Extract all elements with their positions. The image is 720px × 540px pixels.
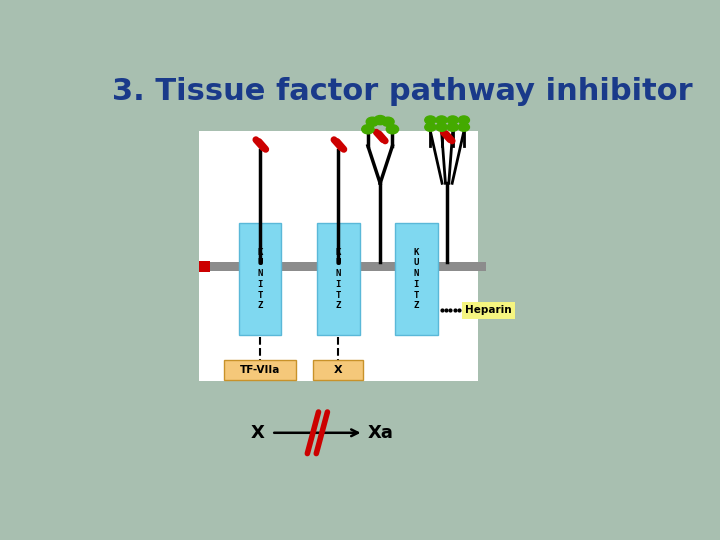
Circle shape (459, 123, 469, 131)
Text: 3. Tissue factor pathway inhibitor: 3. Tissue factor pathway inhibitor (112, 77, 693, 106)
Text: X: X (334, 365, 343, 375)
Bar (395, 223, 438, 335)
Circle shape (387, 125, 399, 134)
Text: K
U
N
I
T
Z: K U N I T Z (414, 247, 419, 310)
Bar (224, 360, 297, 380)
Circle shape (436, 123, 447, 131)
Circle shape (425, 123, 436, 131)
Circle shape (447, 116, 458, 124)
Text: Xa: Xa (367, 424, 393, 442)
Circle shape (374, 116, 387, 125)
Circle shape (382, 117, 394, 126)
Text: K
U
N
I
T
Z: K U N I T Z (336, 247, 341, 310)
Text: X: X (251, 424, 264, 442)
Circle shape (425, 116, 436, 124)
Bar (462, 302, 515, 319)
Bar (199, 131, 478, 381)
Bar (317, 223, 359, 335)
Bar (199, 261, 210, 272)
Text: K
U
N
I
T
Z: K U N I T Z (258, 247, 263, 310)
Bar (202, 262, 486, 271)
Text: Heparin: Heparin (465, 306, 511, 315)
Bar (313, 360, 364, 380)
Circle shape (436, 116, 447, 124)
Circle shape (447, 123, 458, 131)
Circle shape (366, 117, 379, 126)
Text: TF-VIIa: TF-VIIa (240, 365, 280, 375)
Circle shape (361, 125, 374, 134)
Circle shape (459, 116, 469, 124)
Bar (239, 223, 282, 335)
